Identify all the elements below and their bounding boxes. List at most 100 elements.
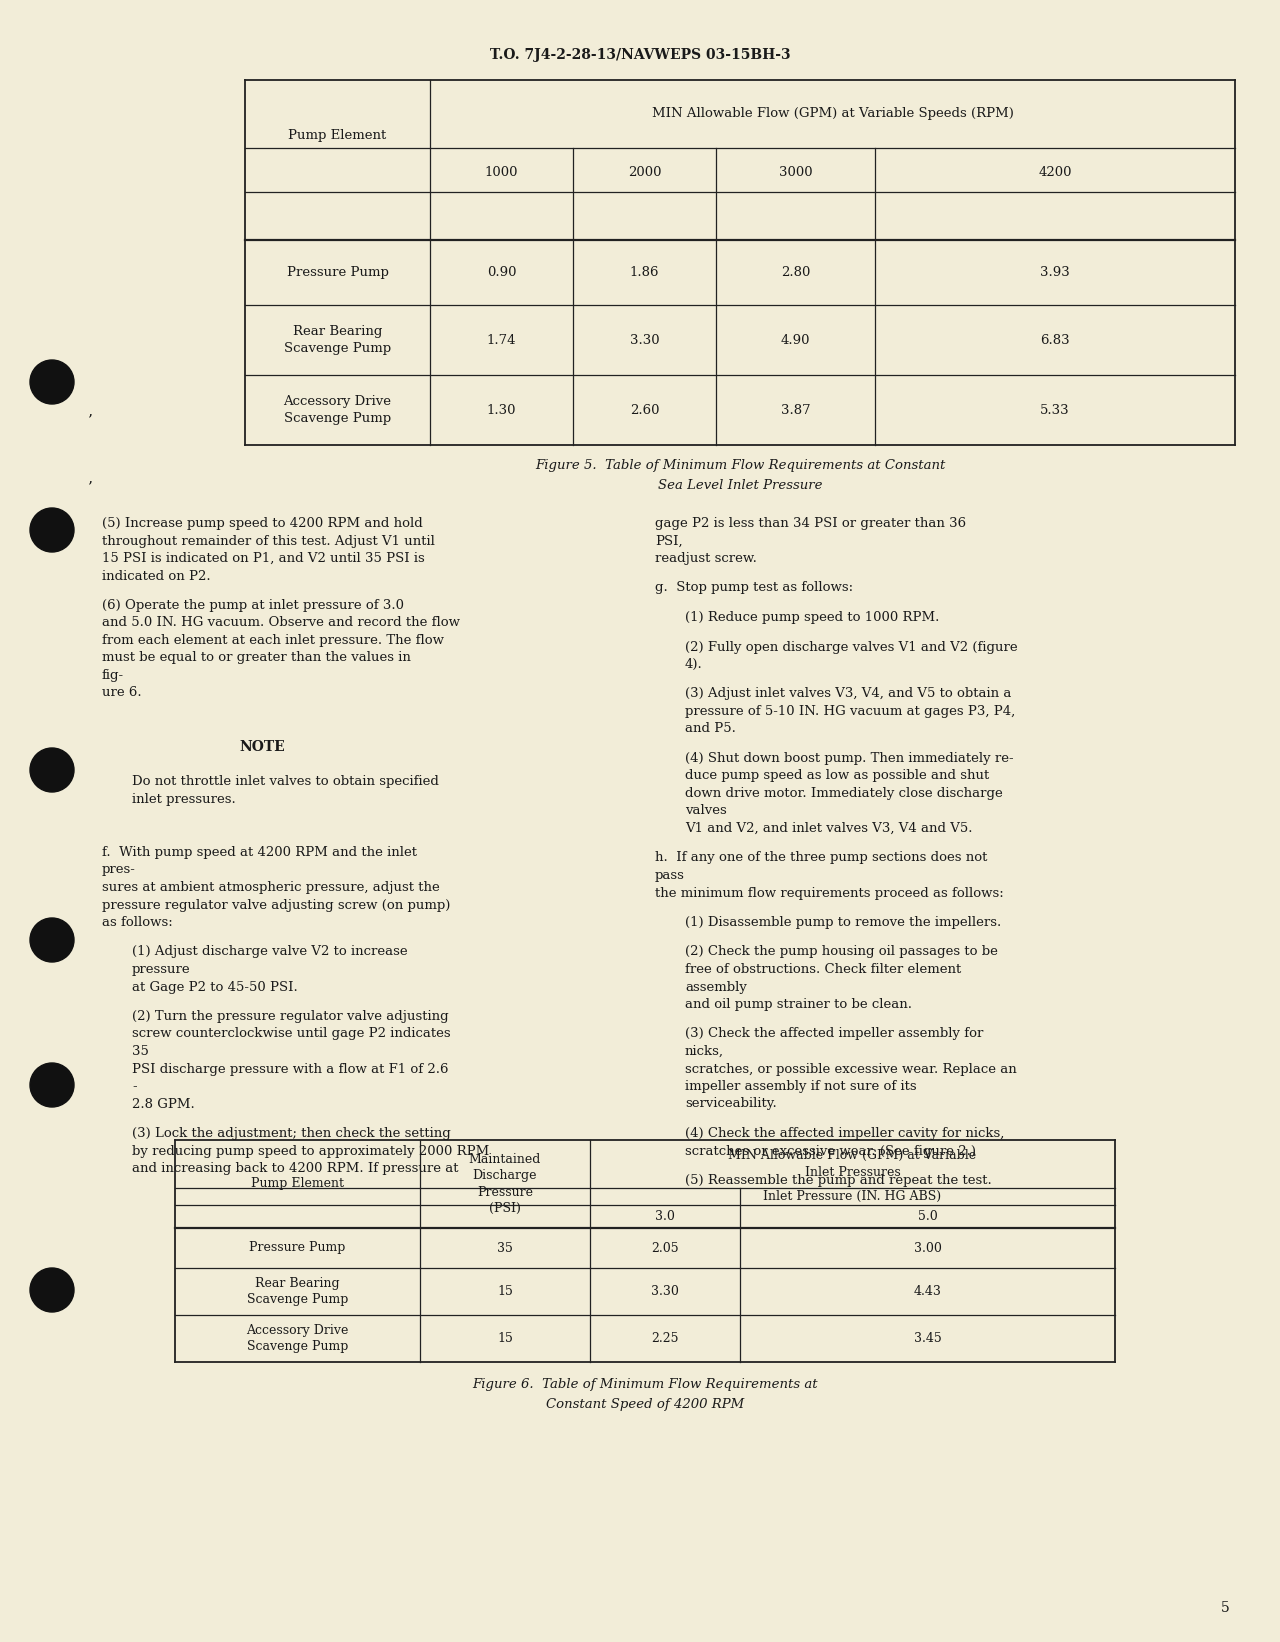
Text: 4).: 4).: [685, 658, 703, 672]
Text: Maintained
Discharge
Pressure
(PSI): Maintained Discharge Pressure (PSI): [468, 1153, 541, 1215]
Text: 15: 15: [497, 1286, 513, 1297]
Text: 2.05: 2.05: [652, 1241, 678, 1254]
Text: T.O. 7J4-2-28-13/NAVWEPS 03-15BH-3: T.O. 7J4-2-28-13/NAVWEPS 03-15BH-3: [490, 48, 790, 62]
Text: ure 6.: ure 6.: [102, 686, 142, 699]
Text: Inlet Pressure (IN. HG ABS): Inlet Pressure (IN. HG ABS): [763, 1190, 942, 1204]
Text: 5.33: 5.33: [1041, 404, 1070, 417]
Text: -: -: [132, 1080, 137, 1094]
Text: serviceability.: serviceability.: [685, 1097, 777, 1110]
Text: 6.83: 6.83: [1041, 333, 1070, 346]
Text: fig-: fig-: [102, 668, 124, 681]
Text: screw counterclockwise until gage P2 indicates: screw counterclockwise until gage P2 ind…: [132, 1028, 451, 1041]
Text: 1.74: 1.74: [486, 333, 516, 346]
Text: (5) Reassemble the pump and repeat the test.: (5) Reassemble the pump and repeat the t…: [685, 1174, 992, 1187]
Text: 3.87: 3.87: [781, 404, 810, 417]
Text: 2.80: 2.80: [781, 266, 810, 279]
Text: Pump Element: Pump Element: [251, 1177, 344, 1190]
Text: by reducing pump speed to approximately 2000 RPM: by reducing pump speed to approximately …: [132, 1144, 489, 1158]
Text: 4.43: 4.43: [914, 1286, 941, 1297]
Text: valves: valves: [685, 805, 727, 818]
Text: PSI discharge pressure with a flow at F1 of 2.6: PSI discharge pressure with a flow at F1…: [132, 1062, 448, 1076]
Text: and 5.0 IN. HG vacuum. Observe and record the flow: and 5.0 IN. HG vacuum. Observe and recor…: [102, 616, 460, 629]
Text: Do not throttle inlet valves to obtain specified: Do not throttle inlet valves to obtain s…: [132, 775, 439, 788]
Text: 1.86: 1.86: [630, 266, 659, 279]
Text: (3) Lock the adjustment; then check the setting: (3) Lock the adjustment; then check the …: [132, 1126, 451, 1140]
Text: 3.45: 3.45: [914, 1332, 941, 1345]
Circle shape: [29, 360, 74, 404]
Text: inlet pressures.: inlet pressures.: [132, 793, 236, 806]
Text: 4.90: 4.90: [781, 333, 810, 346]
Circle shape: [29, 1062, 74, 1107]
Text: (1) Adjust discharge valve V2 to increase: (1) Adjust discharge valve V2 to increas…: [132, 946, 407, 959]
Text: from each element at each inlet pressure. The flow: from each element at each inlet pressure…: [102, 634, 444, 647]
Text: pressure: pressure: [132, 962, 191, 975]
Text: 1.30: 1.30: [486, 404, 516, 417]
Text: and P5.: and P5.: [685, 722, 736, 736]
Text: (4) Shut down boost pump. Then immediately re-: (4) Shut down boost pump. Then immediate…: [685, 752, 1014, 765]
Text: (3) Check the affected impeller assembly for: (3) Check the affected impeller assembly…: [685, 1028, 983, 1041]
Text: Sea Level Inlet Pressure: Sea Level Inlet Pressure: [658, 479, 822, 493]
Text: 15: 15: [497, 1332, 513, 1345]
Text: (5) Increase pump speed to 4200 RPM and hold: (5) Increase pump speed to 4200 RPM and …: [102, 517, 422, 530]
Circle shape: [29, 749, 74, 791]
Text: scratches, or possible excessive wear. Replace an: scratches, or possible excessive wear. R…: [685, 1062, 1016, 1076]
Text: Pressure Pump: Pressure Pump: [250, 1241, 346, 1254]
Text: 2000: 2000: [627, 166, 662, 179]
Text: (2) Turn the pressure regulator valve adjusting: (2) Turn the pressure regulator valve ad…: [132, 1010, 448, 1023]
Text: Figure 6.  Table of Minimum Flow Requirements at: Figure 6. Table of Minimum Flow Requirem…: [472, 1378, 818, 1391]
Text: the minimum flow requirements proceed as follows:: the minimum flow requirements proceed as…: [655, 887, 1004, 900]
Text: h.  If any one of the three pump sections does not: h. If any one of the three pump sections…: [655, 852, 987, 864]
Text: Rear Bearing
Scavenge Pump: Rear Bearing Scavenge Pump: [284, 325, 392, 355]
Text: pass: pass: [655, 869, 685, 882]
Text: 3.93: 3.93: [1041, 266, 1070, 279]
Circle shape: [29, 507, 74, 552]
Text: Pump Element: Pump Element: [288, 130, 387, 143]
Text: 5: 5: [1221, 1601, 1230, 1616]
Text: g.  Stop pump test as follows:: g. Stop pump test as follows:: [655, 581, 854, 594]
Text: pres-: pres-: [102, 864, 136, 877]
Text: (1) Disassemble pump to remove the impellers.: (1) Disassemble pump to remove the impel…: [685, 916, 1001, 929]
Text: 35: 35: [132, 1044, 148, 1057]
Text: ’: ’: [87, 479, 92, 494]
Text: nicks,: nicks,: [685, 1044, 724, 1057]
Text: V1 and V2, and inlet valves V3, V4 and V5.: V1 and V2, and inlet valves V3, V4 and V…: [685, 823, 973, 836]
Text: pressure regulator valve adjusting screw (on pump): pressure regulator valve adjusting screw…: [102, 898, 451, 911]
Text: 0.90: 0.90: [486, 266, 516, 279]
Text: Figure 5.  Table of Minimum Flow Requirements at Constant: Figure 5. Table of Minimum Flow Requirem…: [535, 460, 945, 471]
Text: 2.25: 2.25: [652, 1332, 678, 1345]
Text: (2) Check the pump housing oil passages to be: (2) Check the pump housing oil passages …: [685, 946, 998, 959]
Text: (6) Operate the pump at inlet pressure of 3.0: (6) Operate the pump at inlet pressure o…: [102, 599, 404, 612]
Text: (3) Adjust inlet valves V3, V4, and V5 to obtain a: (3) Adjust inlet valves V3, V4, and V5 t…: [685, 688, 1011, 701]
Text: Constant Speed of 4200 RPM: Constant Speed of 4200 RPM: [545, 1397, 744, 1410]
Text: free of obstructions. Check filter element: free of obstructions. Check filter eleme…: [685, 962, 961, 975]
Text: throughout remainder of this test. Adjust V1 until: throughout remainder of this test. Adjus…: [102, 535, 435, 547]
Text: 3.0: 3.0: [655, 1210, 675, 1223]
Text: (1) Reduce pump speed to 1000 RPM.: (1) Reduce pump speed to 1000 RPM.: [685, 611, 940, 624]
Text: 3.00: 3.00: [914, 1241, 941, 1254]
Text: scratches or excessive wear. (See figure 2.): scratches or excessive wear. (See figure…: [685, 1144, 977, 1158]
Text: PSI,: PSI,: [655, 535, 682, 547]
Text: MIN Allowable Flow (GPM) at Variable
Inlet Pressures: MIN Allowable Flow (GPM) at Variable Inl…: [728, 1149, 977, 1179]
Text: down drive motor. Immediately close discharge: down drive motor. Immediately close disc…: [685, 787, 1002, 800]
Text: (2) Fully open discharge valves V1 and V2 (figure: (2) Fully open discharge valves V1 and V…: [685, 640, 1018, 654]
Text: Pressure Pump: Pressure Pump: [287, 266, 388, 279]
Text: 3000: 3000: [778, 166, 813, 179]
Text: duce pump speed as low as possible and shut: duce pump speed as low as possible and s…: [685, 770, 989, 783]
Text: as follows:: as follows:: [102, 916, 173, 929]
Text: (4) Check the affected impeller cavity for nicks,: (4) Check the affected impeller cavity f…: [685, 1126, 1005, 1140]
Text: 2.8 GPM.: 2.8 GPM.: [132, 1097, 195, 1110]
Text: at Gage P2 to 45-50 PSI.: at Gage P2 to 45-50 PSI.: [132, 980, 298, 993]
Text: 35: 35: [497, 1241, 513, 1254]
Text: 3.30: 3.30: [652, 1286, 678, 1297]
Text: must be equal to or greater than the values in: must be equal to or greater than the val…: [102, 652, 411, 665]
Text: and increasing back to 4200 RPM. If pressure at: and increasing back to 4200 RPM. If pres…: [132, 1163, 458, 1176]
Text: ’: ’: [87, 414, 92, 427]
Text: Rear Bearing
Scavenge Pump: Rear Bearing Scavenge Pump: [247, 1277, 348, 1307]
Text: MIN Allowable Flow (GPM) at Variable Speeds (RPM): MIN Allowable Flow (GPM) at Variable Spe…: [652, 107, 1014, 120]
Text: 2.60: 2.60: [630, 404, 659, 417]
Text: 5.0: 5.0: [918, 1210, 937, 1223]
Text: f.  With pump speed at 4200 RPM and the inlet: f. With pump speed at 4200 RPM and the i…: [102, 846, 417, 859]
Text: sures at ambient atmospheric pressure, adjust the: sures at ambient atmospheric pressure, a…: [102, 882, 440, 893]
Text: Accessory Drive
Scavenge Pump: Accessory Drive Scavenge Pump: [283, 396, 392, 425]
Text: and oil pump strainer to be clean.: and oil pump strainer to be clean.: [685, 998, 911, 1011]
